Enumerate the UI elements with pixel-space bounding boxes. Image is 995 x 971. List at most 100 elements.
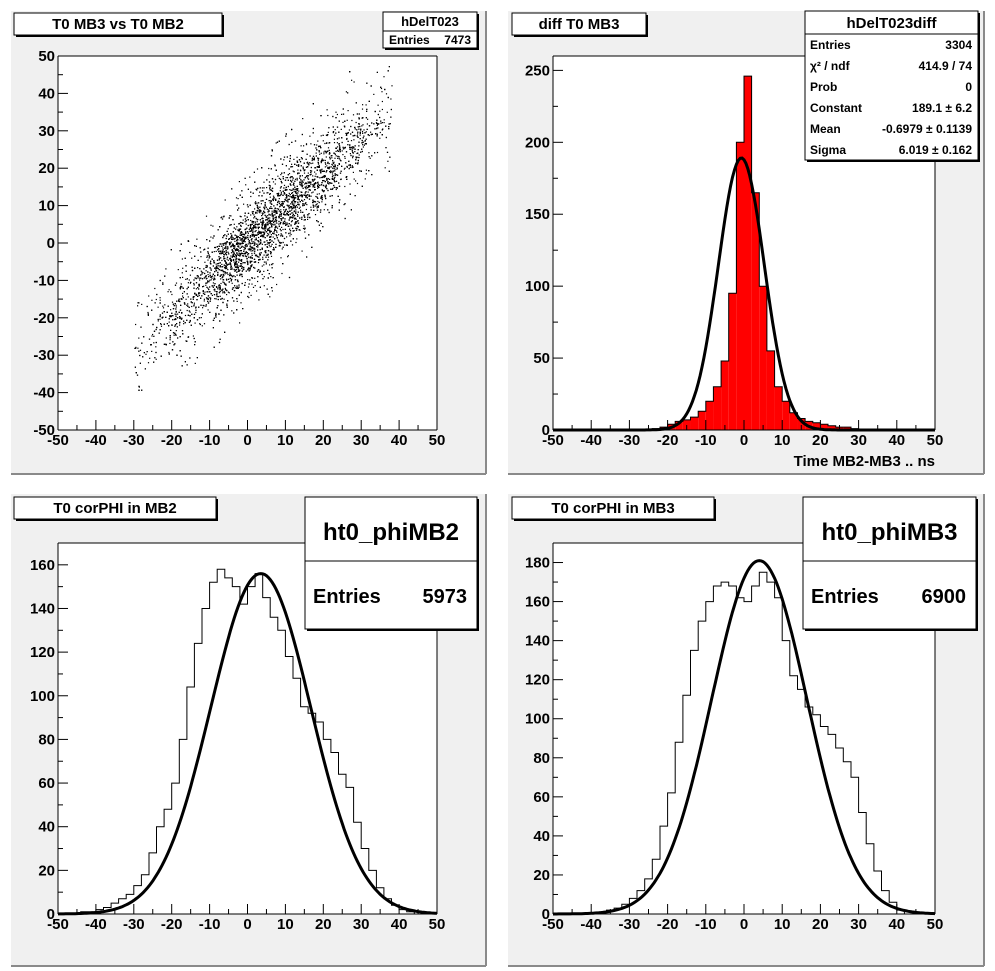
scatter-point [327,178,329,180]
scatter-point [287,205,289,207]
scatter-point [239,194,241,196]
scatter-point [342,121,344,123]
scatter-point [282,235,284,237]
scatter-point [297,197,299,199]
scatter-point [326,142,328,144]
scatter-point [222,243,224,245]
scatter-point [212,237,214,239]
scatter-point [179,300,181,303]
scatter-point [278,216,280,218]
scatter-point [268,184,270,186]
scatter-point [250,219,252,222]
scatter-point [344,167,346,169]
scatter-point [283,193,285,195]
scatter-point [176,354,178,356]
scatter-point [201,325,203,327]
scatter-point [309,185,311,188]
scatter-point [254,216,256,218]
scatter-point [265,206,267,208]
scatter-point [183,291,185,293]
scatter-point [279,213,281,216]
scatter-point [217,288,219,290]
scatter-point [152,333,154,336]
scatter-point [322,180,324,182]
scatter-point [185,340,187,342]
scatter-point [262,220,264,222]
scatter-point [336,146,339,148]
scatter-point [247,263,249,265]
scatter-point [273,241,275,243]
scatter-point [137,302,139,304]
scatter-point [365,173,367,175]
scatter-point [292,199,294,201]
scatter-point [334,173,336,175]
scatter-point [165,316,167,318]
scatter-point [239,250,241,252]
scatter-point [311,192,313,194]
scatter-point [216,307,218,309]
scatter-point [285,177,287,179]
scatter-point [300,157,303,159]
scatter-point [321,158,323,160]
scatter-point [221,250,224,252]
scatter-point [325,152,327,154]
scatter-point [259,239,262,241]
scatter-point [258,232,260,234]
scatter-point [263,192,265,194]
scatter-point [236,236,238,238]
scatter-point [325,184,327,186]
scatter-point [224,251,226,253]
scatter-point [270,220,273,222]
scatter-point [319,184,321,186]
scatter-point [317,159,319,161]
scatter-point [220,252,223,254]
scatter-point [300,195,302,197]
scatter-point [284,244,286,246]
scatter-point [221,263,223,265]
scatter-point [340,128,342,130]
scatter-point [206,239,208,241]
scatter-point [276,141,279,143]
scatter-point [155,341,157,344]
scatter-point [164,275,166,277]
scatter-point [187,296,189,298]
scatter-point [230,241,232,243]
scatter-point [352,152,354,154]
scatter-point [312,162,314,164]
scatter-point [223,258,225,260]
scatter-point [244,177,246,179]
scatter-point [256,204,258,207]
scatter-point [357,162,359,164]
scatter-point [252,212,254,215]
scatter-point [230,237,232,239]
scatter-point [296,179,298,181]
scatter-point [224,292,226,294]
scatter-point [227,269,229,271]
scatter-point [338,143,340,145]
scatter-point [267,242,269,244]
scatter-point [349,153,351,155]
scatter-point [293,216,295,218]
scatter-point [362,124,364,126]
scatter-point [292,202,294,204]
scatter-point [239,244,241,246]
scatter-point [262,258,264,260]
scatter-point [291,189,293,191]
scatter-point [350,140,353,142]
scatter-point [177,313,179,315]
scatter-point [182,295,184,297]
scatter-point [228,217,230,219]
scatter-point [241,245,243,247]
scatter-point [350,133,352,135]
scatter-point [224,273,226,275]
scatter-point [264,225,266,227]
scatter-point [303,199,306,201]
scatter-point [263,261,265,263]
scatter-point [225,246,227,248]
scatter-point [276,283,278,286]
scatter-point [275,198,277,200]
scatter-point [359,132,361,134]
scatter-point [237,270,239,272]
scatter-point [321,195,323,197]
scatter-point [237,280,239,283]
